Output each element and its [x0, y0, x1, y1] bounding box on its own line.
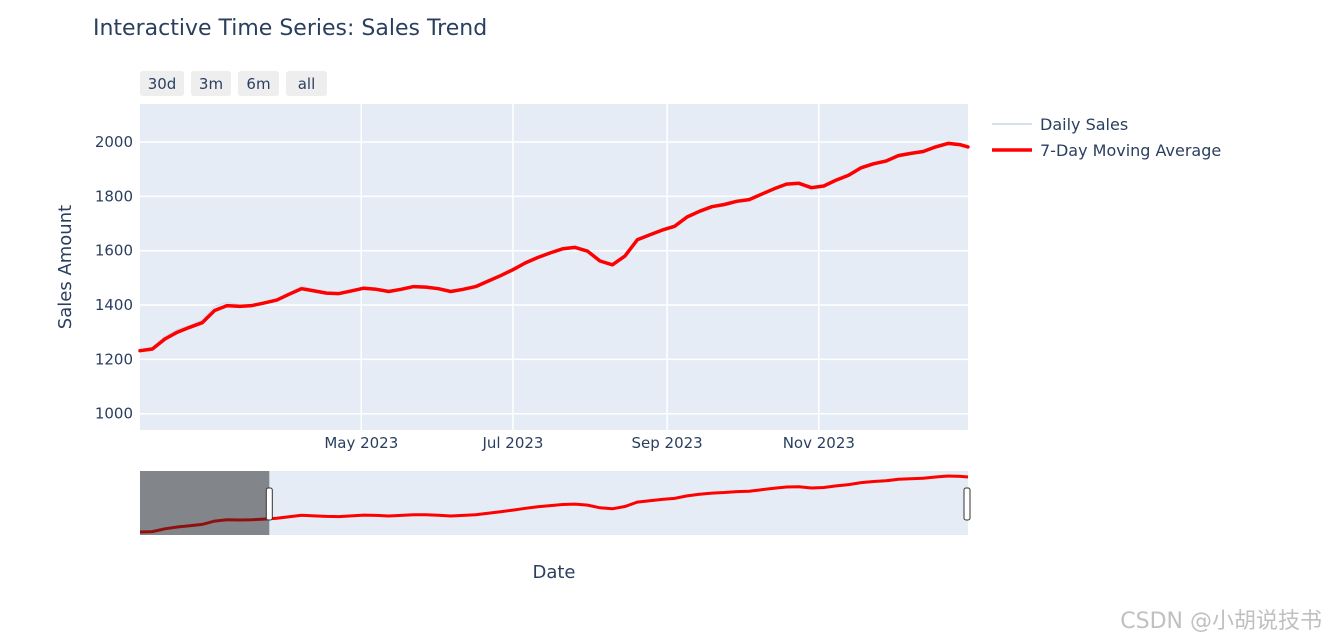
- y-tick-label: 1000: [95, 405, 133, 423]
- range-slider-left-handle[interactable]: [265, 487, 273, 521]
- y-tick-label: 1600: [95, 242, 133, 260]
- legend-label: 7-Day Moving Average: [1040, 141, 1221, 160]
- range-button-label[interactable]: 3m: [199, 75, 223, 93]
- range-selector: 30d 3m 6m all: [140, 71, 327, 96]
- y-tick-label: 1200: [95, 350, 133, 368]
- y-axis-title: Sales Amount: [55, 205, 76, 329]
- x-tick-label: Nov 2023: [783, 434, 855, 452]
- chart-title: Interactive Time Series: Sales Trend: [93, 16, 487, 41]
- y-axis-ticks: 1000 1200 1400 1600 1800 2000: [95, 133, 133, 423]
- range-slider-mask: [140, 471, 270, 535]
- y-tick-label: 1400: [95, 296, 133, 314]
- range-button-bg[interactable]: [140, 71, 184, 96]
- range-button-bg[interactable]: [238, 71, 279, 96]
- range-slider-right-handle[interactable]: [963, 487, 971, 521]
- watermark: CSDN @小胡说技书: [1120, 609, 1322, 634]
- range-button-label[interactable]: all: [298, 75, 316, 93]
- series-line-moving-average[interactable]: [138, 141, 970, 353]
- y-tick-label: 1800: [95, 187, 133, 205]
- x-tick-label: Jul 2023: [481, 434, 543, 452]
- legend: Daily Sales 7-Day Moving Average: [992, 115, 1221, 160]
- range-button-all[interactable]: all: [286, 71, 327, 96]
- y-tick-label: 2000: [95, 133, 133, 151]
- range-button-label[interactable]: 6m: [246, 75, 270, 93]
- series-layer: [138, 141, 970, 353]
- range-slider-bg[interactable]: [140, 471, 968, 535]
- x-axis-ticks: May 2023 Jul 2023 Sep 2023 Nov 2023: [324, 434, 855, 452]
- range-slider-series: [139, 474, 969, 534]
- legend-item[interactable]: Daily Sales: [992, 115, 1128, 134]
- range-button-label[interactable]: 30d: [148, 75, 177, 93]
- x-gridlines: [360, 104, 820, 430]
- plot-area[interactable]: [140, 104, 968, 430]
- legend-label: Daily Sales: [1040, 115, 1128, 134]
- x-tick-label: Sep 2023: [632, 434, 703, 452]
- range-button-3m[interactable]: 3m: [191, 71, 231, 96]
- range-button-bg[interactable]: [191, 71, 231, 96]
- range-button-30d[interactable]: 30d: [140, 71, 184, 96]
- legend-item[interactable]: 7-Day Moving Average: [992, 141, 1221, 160]
- range-slider[interactable]: [139, 471, 971, 535]
- range-button-bg[interactable]: [286, 71, 327, 96]
- x-tick-label: May 2023: [324, 434, 398, 452]
- x-axis-title: Date: [532, 562, 575, 583]
- range-button-6m[interactable]: 6m: [238, 71, 279, 96]
